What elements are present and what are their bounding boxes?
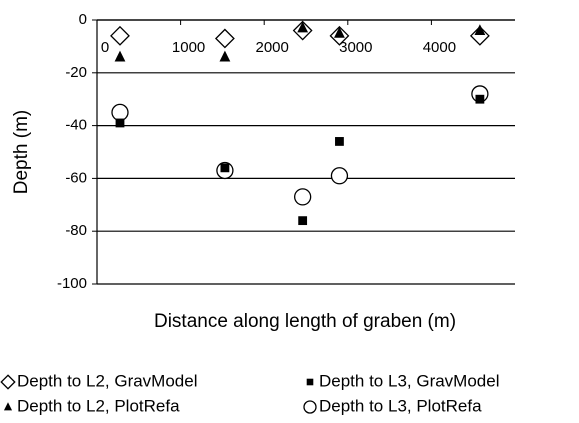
point xyxy=(110,25,130,46)
point xyxy=(298,216,308,226)
legend-label: Depth to L3, PlotRefa xyxy=(319,396,482,415)
x-tick-label: 1000 xyxy=(172,39,205,56)
point xyxy=(474,24,486,36)
point xyxy=(335,137,344,146)
point xyxy=(297,21,309,33)
legend-label: Depth to L2, GravModel xyxy=(17,371,197,390)
x-tick-label: 2000 xyxy=(256,39,289,56)
x-tick-label: 4000 xyxy=(423,39,456,56)
point xyxy=(115,118,125,128)
legend-label: Depth to L3, GravModel xyxy=(319,371,499,390)
legend-label: Depth to L2, PlotRefa xyxy=(17,396,180,415)
point xyxy=(214,28,235,49)
legend-marker xyxy=(0,374,16,390)
legend-marker xyxy=(306,378,314,386)
point xyxy=(294,188,312,206)
point xyxy=(219,50,231,62)
x-tick-label: 3000 xyxy=(339,39,372,56)
x-axis-label: Distance along length of graben (m) xyxy=(154,311,456,332)
y-tick-label: -80 xyxy=(65,222,87,239)
y-tick-label: -20 xyxy=(65,64,87,81)
point xyxy=(475,94,485,104)
point xyxy=(334,26,345,38)
point xyxy=(330,167,349,185)
y-tick-label: -40 xyxy=(65,117,87,134)
x-tick-label: 0 xyxy=(101,39,109,56)
y-tick-label: -60 xyxy=(65,169,87,186)
y-tick-label: 0 xyxy=(79,11,87,28)
y-axis-label: Depth (m) xyxy=(11,110,32,194)
y-tick-label: -100 xyxy=(57,275,87,292)
legend-marker xyxy=(3,402,13,411)
legend-marker xyxy=(303,400,317,414)
point xyxy=(220,163,230,173)
point xyxy=(111,103,129,122)
point xyxy=(114,50,126,62)
point xyxy=(469,25,490,46)
